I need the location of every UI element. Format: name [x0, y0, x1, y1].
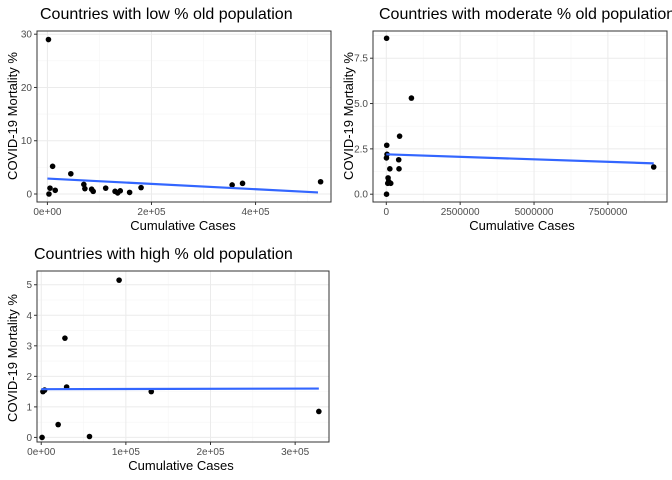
- panel-background: [373, 31, 667, 202]
- plot-area: 0 2500000 5000000 7500000 0.0 2.5 5.0 7.5: [354, 30, 668, 218]
- panel-border: [36, 270, 330, 443]
- y-tick-label: 5.0: [354, 99, 368, 110]
- y-tick-label: 0.0: [354, 190, 368, 201]
- data-point: [383, 35, 390, 42]
- y-tick-label: 7.5: [354, 54, 368, 65]
- y-tick-label: 2.5: [354, 144, 368, 155]
- x-tick-label: 7500000: [588, 207, 627, 218]
- trend-line: [41, 387, 319, 391]
- panel-title: Countries with high % old population: [34, 246, 293, 263]
- trend-line: [47, 177, 319, 194]
- data-point: [45, 36, 52, 43]
- data-point: [148, 388, 155, 395]
- panel-moderate-old-population: 0 2500000 5000000 7500000 0.0 2.5 5.0 7.5 Count…: [341, 6, 672, 233]
- panel-background: [37, 271, 329, 442]
- x-tick-label: 1e+05: [112, 447, 141, 458]
- data-point: [316, 408, 322, 415]
- y-tick-label: 4: [26, 311, 32, 322]
- data-point: [62, 335, 68, 341]
- x-axis-label: Cumulative Cases: [469, 218, 575, 233]
- y-axis-label: COVID-19 Mortality %: [5, 294, 20, 422]
- data-point: [239, 180, 246, 187]
- y-tick-label: 30: [21, 30, 33, 41]
- data-point: [55, 421, 61, 428]
- data-point: [52, 187, 59, 194]
- x-tick-label: 0e+00: [33, 207, 62, 218]
- data-point: [82, 185, 88, 192]
- x-tick-label: 5000000: [515, 207, 554, 218]
- data-point: [383, 142, 390, 149]
- data-point: [408, 95, 415, 101]
- data-point: [126, 189, 133, 196]
- data-point: [102, 185, 109, 191]
- data-point: [90, 188, 96, 195]
- y-tick-label: 20: [21, 83, 33, 94]
- y-tick-label: 0: [26, 190, 32, 201]
- x-tick-label: 3e+05: [281, 447, 310, 458]
- data-point: [86, 433, 93, 440]
- data-point: [317, 178, 324, 185]
- y-tick-label: 1: [26, 402, 32, 413]
- y-tick-label: 5: [26, 280, 32, 291]
- plot-area: 0e+00 1e+05 2e+05 3e+05 0 1 2 3 4 5: [26, 270, 330, 458]
- data-point: [49, 163, 56, 170]
- trend-line: [386, 153, 654, 165]
- data-point: [68, 170, 74, 177]
- x-tick-label: 0: [384, 207, 390, 218]
- data-point: [387, 166, 393, 172]
- data-point: [46, 191, 52, 197]
- data-point: [117, 188, 124, 194]
- x-tick-label: 0e+00: [27, 447, 56, 458]
- plot-area: 0e+00 2e+05 4e+05 0 10 20 30: [21, 30, 332, 218]
- y-tick-label: 3: [26, 341, 32, 352]
- x-tick-label: 4e+05: [242, 207, 271, 218]
- data-point: [81, 181, 87, 188]
- y-axis-label: COVID-19 Mortality %: [5, 52, 20, 180]
- x-tick-label: 2500000: [441, 207, 480, 218]
- data-point: [116, 277, 122, 283]
- data-point: [138, 184, 144, 191]
- x-tick-label: 2e+05: [137, 207, 166, 218]
- panel-title: Countries with moderate % old population: [379, 6, 672, 23]
- data-point: [395, 156, 402, 163]
- x-tick-label: 2e+05: [196, 447, 225, 458]
- data-point: [650, 164, 657, 170]
- panel-title: Countries with low % old population: [40, 6, 293, 23]
- panel-high-old-population: 0e+00 1e+05 2e+05 3e+05 0 1 2 3 4 5 Countries wit…: [5, 246, 330, 473]
- data-point: [396, 133, 403, 139]
- panel-background: [37, 31, 331, 202]
- data-point: [47, 185, 53, 191]
- x-axis-label: Cumulative Cases: [130, 218, 236, 233]
- x-axis-label: Cumulative Cases: [128, 458, 234, 473]
- panel-border: [36, 30, 332, 203]
- data-point: [396, 166, 402, 172]
- panel-low-old-population: 0e+00 2e+05 4e+05 0 10 20 30 Countries with lo…: [5, 6, 332, 233]
- y-tick-label: 10: [21, 136, 33, 147]
- data-point: [39, 434, 45, 441]
- y-axis-label: COVID-19 Mortality %: [341, 52, 356, 180]
- data-point: [387, 180, 394, 187]
- panel-border: [372, 30, 668, 203]
- data-point: [229, 182, 235, 188]
- y-tick-label: 2: [26, 372, 32, 383]
- y-tick-label: 0: [26, 433, 32, 444]
- data-point: [383, 191, 390, 198]
